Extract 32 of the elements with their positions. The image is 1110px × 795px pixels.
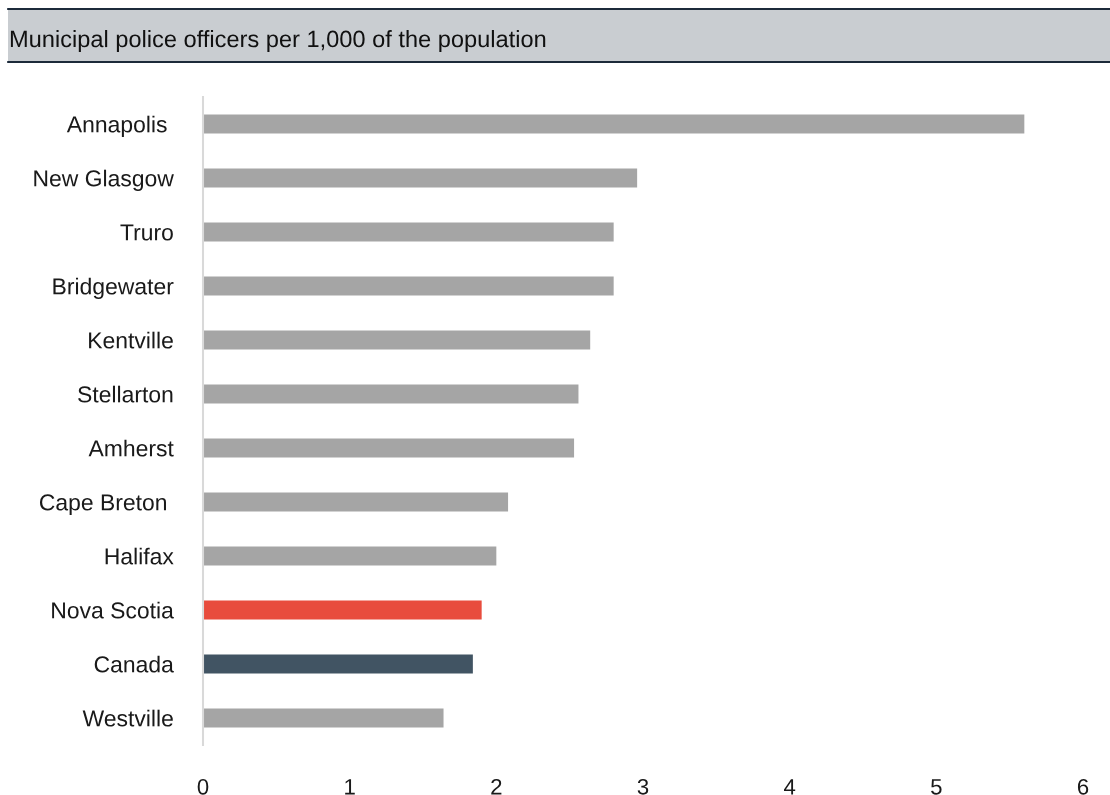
y-tick-label: Amherst — [88, 439, 174, 457]
y-tick-label: Stellarton — [78, 385, 173, 403]
bar — [203, 654, 473, 674]
x-tick-label: 4 — [784, 779, 796, 795]
y-tick-label: Kentville — [89, 331, 173, 349]
x-tick-label: 0 — [197, 778, 209, 795]
bar — [203, 330, 591, 350]
x-tick-label: 1 — [345, 779, 355, 795]
y-tick-label: Nova Scotia — [52, 601, 174, 619]
y-tick-label: New Glasgow — [34, 169, 174, 192]
x-tick-label: 2 — [491, 778, 502, 795]
y-tick-label: Cape Breton — [39, 494, 166, 516]
bar — [203, 168, 638, 188]
y-tick-label: Truro — [120, 224, 173, 241]
bar — [203, 222, 614, 242]
y-tick-label: Westville — [82, 709, 173, 727]
y-tick-label: Canada — [94, 655, 174, 673]
bar — [203, 600, 482, 620]
bar — [203, 276, 614, 296]
x-tick-label: 3 — [637, 778, 649, 795]
bar — [203, 114, 1025, 134]
bar — [203, 708, 444, 728]
y-tick-label: Bridgewater — [53, 277, 174, 300]
chart-title: Municipal police officers per 1,000 of the population — [10, 30, 546, 52]
y-tick-label: Annapolis — [66, 115, 167, 138]
x-tick-label: 5 — [931, 779, 942, 795]
bar — [203, 384, 579, 404]
y-tick-label: Halifax — [105, 547, 174, 565]
bar — [203, 546, 497, 566]
bar — [203, 438, 575, 458]
x-tick-label: 6 — [1077, 778, 1089, 795]
bar — [203, 492, 509, 512]
